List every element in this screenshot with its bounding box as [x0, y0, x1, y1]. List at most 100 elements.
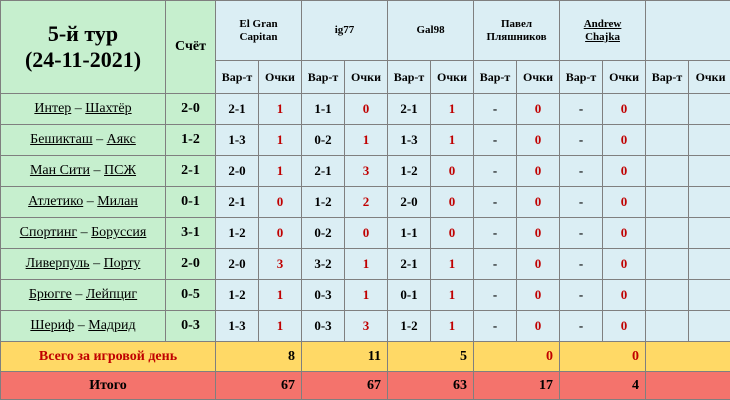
- prediction-points: 0: [257, 217, 303, 249]
- prediction-variant: 2-0: [387, 186, 432, 218]
- prediction-variant: 1-2: [387, 310, 432, 342]
- home-team: Шериф: [30, 318, 75, 333]
- prediction-variant: 1-1: [301, 93, 346, 125]
- prediction-points: 0: [430, 155, 475, 187]
- prediction-variant: [645, 279, 690, 311]
- prediction-variant: 1-2: [301, 186, 346, 218]
- prediction-variant: 0-3: [301, 310, 346, 342]
- team-separator: –: [90, 163, 105, 178]
- prediction-points: 1: [430, 248, 475, 280]
- player-name-1: El Gran Capitan: [214, 0, 303, 61]
- team-separator: –: [74, 318, 89, 333]
- prediction-variant: -: [559, 155, 604, 187]
- player-name-6: [645, 0, 730, 61]
- prediction-variant: 1-2: [215, 217, 259, 249]
- prediction-points: 1: [430, 279, 475, 311]
- prediction-points: [688, 248, 730, 280]
- prediction-points: 0: [602, 186, 647, 218]
- prediction-variant: 1-2: [215, 279, 259, 311]
- match-row: Атлетико – Милан 0-1 2-1 0 1-2 2 2-0 0-0-0: [0, 186, 730, 218]
- match-score: 1-2: [165, 124, 216, 156]
- variant-header: Вар-т: [215, 60, 259, 94]
- match-row: Интер – Шахтёр 2-0 2-1 1 1-1 0 2-1 1-0-0: [0, 93, 730, 125]
- prediction-points: 0: [516, 279, 561, 311]
- player-name-5: Andrew Chajka: [559, 0, 647, 61]
- score-header: Счёт: [165, 0, 216, 94]
- prediction-points: 1: [257, 155, 303, 187]
- team-separator: –: [71, 287, 86, 302]
- prediction-points: 1: [430, 124, 475, 156]
- variant-header: Вар-т: [387, 60, 432, 94]
- away-team: ПСЖ: [104, 163, 137, 178]
- prediction-variant: [645, 155, 690, 187]
- prediction-points: 0: [602, 279, 647, 311]
- prediction-points: 0: [516, 124, 561, 156]
- round-title-line1: 5-й тур: [47, 21, 119, 46]
- match-row: Бешикташ – Аякс 1-2 1-3 1 0-2 1 1-3 1-0-0: [0, 124, 730, 156]
- prediction-points: 0: [602, 310, 647, 342]
- grand-total-label: Итого: [0, 371, 216, 400]
- prediction-variant: 2-1: [215, 186, 259, 218]
- day-total-label: Всего за игровой день: [0, 341, 216, 372]
- grand-total-row: Итого 67 67 63 17 4: [0, 371, 730, 400]
- prediction-variant: [645, 186, 690, 218]
- day-total-value: 0: [559, 341, 647, 372]
- day-total-value: 8: [214, 341, 303, 372]
- round-title-line2: (24-11-2021): [24, 47, 142, 72]
- match-row: Шериф – Мадрид 0-3 1-3 1 0-3 3 1-2 1-0-0: [0, 310, 730, 342]
- prediction-variant: -: [473, 279, 518, 311]
- team-separator: –: [77, 225, 92, 240]
- prediction-variant: 1-2: [387, 155, 432, 187]
- prediction-points: [688, 124, 730, 156]
- prediction-variant: 0-1: [387, 279, 432, 311]
- prediction-variant: -: [559, 124, 604, 156]
- grand-total-value: 4: [559, 371, 647, 400]
- away-team: Шахтёр: [85, 101, 132, 116]
- points-header: Очки: [688, 60, 730, 94]
- prediction-variant: 0-2: [301, 124, 346, 156]
- prediction-points: 0: [516, 155, 561, 187]
- prediction-points: 0: [516, 217, 561, 249]
- prediction-variant: -: [473, 124, 518, 156]
- match-score: 3-1: [165, 217, 216, 249]
- home-team: Бешикташ: [30, 132, 93, 147]
- home-team: Брюгге: [28, 287, 72, 302]
- prediction-points: 1: [430, 93, 475, 125]
- match-row: Ман Сити – ПСЖ 2-1 2-0 1 2-1 3 1-2 0-0-0: [0, 155, 730, 187]
- prediction-points: 3: [257, 248, 303, 280]
- prediction-variant: 0-3: [301, 279, 346, 311]
- day-total-row: Всего за игровой день 8 11 5 0 0: [0, 341, 730, 372]
- prediction-points: 1: [344, 124, 389, 156]
- prediction-variant: -: [559, 310, 604, 342]
- match-name: Шериф – Мадрид: [0, 310, 166, 342]
- prediction-variant: -: [473, 155, 518, 187]
- variant-header: Вар-т: [301, 60, 346, 94]
- prediction-variant: 0-2: [301, 217, 346, 249]
- home-team: Интер: [34, 101, 72, 116]
- prediction-variant: 2-0: [215, 155, 259, 187]
- prediction-variant: -: [473, 186, 518, 218]
- prediction-variant: -: [473, 217, 518, 249]
- prediction-points: 0: [516, 93, 561, 125]
- prediction-variant: [645, 248, 690, 280]
- prediction-points: 0: [430, 217, 475, 249]
- match-score: 0-1: [165, 186, 216, 218]
- match-score: 0-5: [165, 279, 216, 311]
- team-separator: –: [92, 132, 107, 147]
- prediction-points: 0: [344, 217, 389, 249]
- prediction-points: 0: [602, 248, 647, 280]
- prediction-variant: -: [473, 93, 518, 125]
- prediction-points: [688, 186, 730, 218]
- prediction-points: 0: [257, 186, 303, 218]
- prediction-points: 1: [257, 93, 303, 125]
- match-name: Интер – Шахтёр: [0, 93, 166, 125]
- match-name: Бешикташ – Аякс: [0, 124, 166, 156]
- variant-header: Вар-т: [559, 60, 604, 94]
- prediction-points: [688, 93, 730, 125]
- prediction-points: 1: [257, 279, 303, 311]
- away-team: Аякс: [106, 132, 136, 147]
- prediction-points: 0: [602, 124, 647, 156]
- away-team: Боруссия: [91, 225, 147, 240]
- prediction-variant: [645, 93, 690, 125]
